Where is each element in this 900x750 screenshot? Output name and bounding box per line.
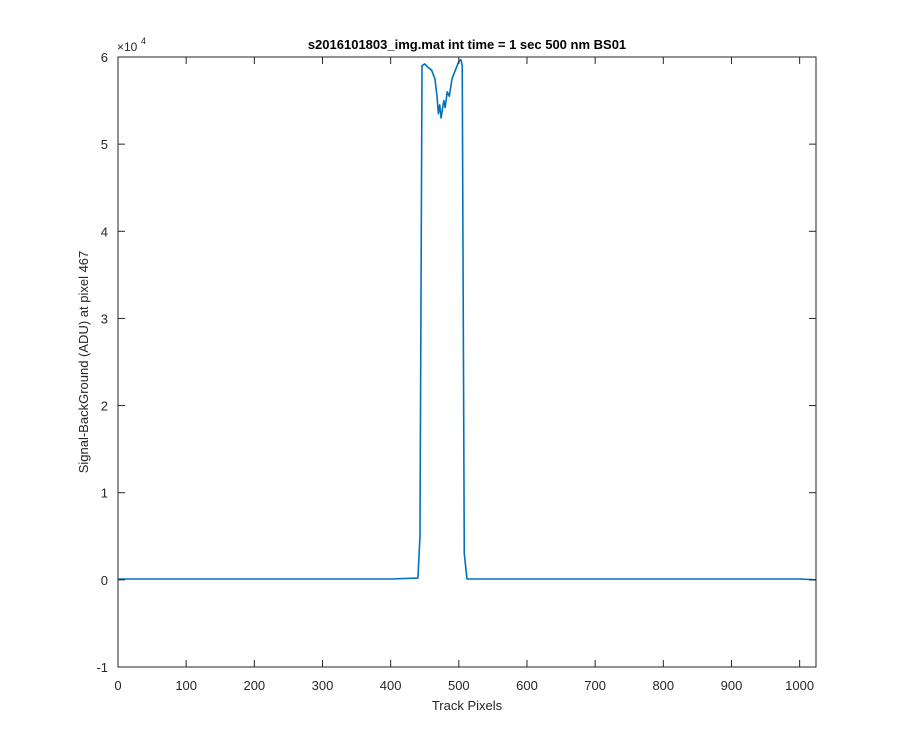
series-line-0 xyxy=(118,58,817,581)
x-tick-label-6: 600 xyxy=(516,678,538,693)
x-tick-label-0: 0 xyxy=(114,678,121,693)
x-tick-label-8: 800 xyxy=(652,678,674,693)
x-axis-ticks: 0 100 200 300 400 500 600 700 800 900 1000 xyxy=(114,57,814,693)
y-axis-ticks: -1 0 1 2 3 4 5 6 xyxy=(96,50,816,675)
y-tick-label-5: 4 xyxy=(101,224,108,239)
x-tick-label-4: 400 xyxy=(380,678,402,693)
x-tick-label-1: 100 xyxy=(175,678,197,693)
plot-box xyxy=(117,56,817,668)
y-tick-label-0: -1 xyxy=(96,660,108,675)
x-tick-label-5: 500 xyxy=(448,678,470,693)
y-axis-label: Signal-BackGround (ADU) at pixel 467 xyxy=(76,251,91,474)
x-tick-label-2: 200 xyxy=(243,678,265,693)
x-axis-label: Track Pixels xyxy=(432,698,503,713)
x-tick-label-10: 1000 xyxy=(785,678,814,693)
plot-area xyxy=(118,57,816,667)
x-tick-label-9: 900 xyxy=(721,678,743,693)
y-tick-label-7: 6 xyxy=(101,50,108,65)
y-tick-label-6: 5 xyxy=(101,137,108,152)
y-exponent-base: ×10 xyxy=(117,40,138,54)
y-tick-label-4: 3 xyxy=(101,311,108,326)
x-tick-label-3: 300 xyxy=(312,678,334,693)
y-exponent-power: 4 xyxy=(141,36,146,46)
x-tick-label-7: 700 xyxy=(584,678,606,693)
y-tick-label-2: 1 xyxy=(101,486,108,501)
y-tick-label-3: 2 xyxy=(101,399,108,414)
series-layer xyxy=(118,58,817,581)
y-tick-label-1: 0 xyxy=(101,573,108,588)
chart-title: s2016101803_img.mat int time = 1 sec 500… xyxy=(308,37,626,52)
